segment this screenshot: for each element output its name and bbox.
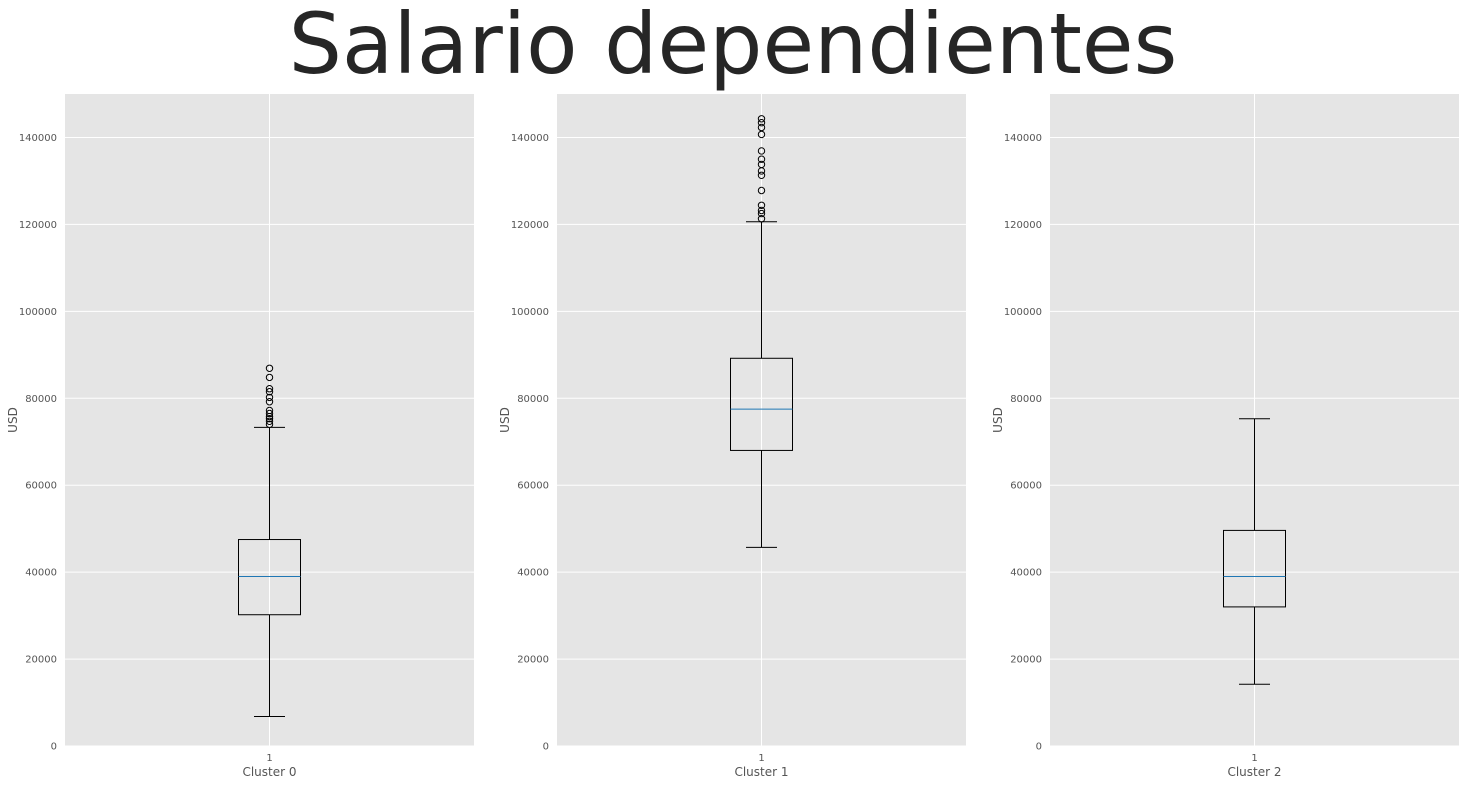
outlier-point bbox=[757, 201, 766, 209]
y-tick-label: 140000 bbox=[19, 133, 57, 144]
y-tick-label: 100000 bbox=[19, 307, 57, 318]
iqr-box bbox=[730, 357, 793, 451]
outlier-point bbox=[757, 209, 766, 218]
y-tick-label: 20000 bbox=[25, 655, 57, 666]
x-tick-label: 1 bbox=[758, 753, 764, 764]
y-tick-label: 20000 bbox=[1010, 655, 1042, 666]
y-tick-label: 120000 bbox=[511, 220, 549, 231]
outlier-point bbox=[265, 406, 274, 415]
outlier-point bbox=[757, 147, 766, 155]
outlier-point bbox=[265, 385, 274, 393]
outlier-point bbox=[757, 160, 766, 169]
outlier-point bbox=[757, 118, 766, 127]
outlier-point bbox=[757, 115, 766, 123]
y-tick-label: 20000 bbox=[517, 655, 549, 666]
x-tick-label: 1 bbox=[266, 753, 272, 764]
outlier-point bbox=[757, 130, 766, 139]
y-tick-label: 40000 bbox=[517, 568, 549, 579]
y-axis-label: USD bbox=[6, 407, 20, 433]
y-tick-label: 60000 bbox=[1010, 481, 1042, 492]
x-axis-label: Cluster 2 bbox=[1227, 765, 1281, 779]
y-tick-label: 140000 bbox=[511, 133, 549, 144]
outlier-point bbox=[757, 186, 766, 195]
y-tick-label: 60000 bbox=[517, 481, 549, 492]
x-tick-label: 1 bbox=[1251, 753, 1257, 764]
outlier-point bbox=[265, 398, 274, 406]
outlier-point bbox=[265, 420, 274, 429]
x-axis-label: Cluster 1 bbox=[734, 765, 788, 779]
y-tick-label: 80000 bbox=[1010, 394, 1042, 405]
chart-title: Salario dependientes bbox=[288, 0, 1178, 93]
iqr-box bbox=[1223, 529, 1286, 608]
outlier-point bbox=[757, 155, 766, 163]
outlier-point bbox=[265, 414, 274, 423]
iqr-box bbox=[238, 539, 301, 616]
y-tick-label: 100000 bbox=[1004, 307, 1042, 318]
outlier-point bbox=[265, 373, 274, 382]
outlier-point bbox=[265, 388, 274, 396]
outlier-point bbox=[757, 215, 766, 223]
y-tick-label: 60000 bbox=[25, 481, 57, 492]
y-tick-label: 0 bbox=[543, 742, 549, 753]
y-tick-label: 80000 bbox=[517, 394, 549, 405]
y-axis-label: USD bbox=[991, 407, 1005, 433]
outlier-point bbox=[265, 393, 274, 402]
y-axis-label: USD bbox=[498, 407, 512, 433]
y-tick-label: 100000 bbox=[511, 307, 549, 318]
outlier-point bbox=[757, 171, 766, 179]
y-tick-label: 120000 bbox=[1004, 220, 1042, 231]
x-axis-label: Cluster 0 bbox=[242, 765, 296, 779]
y-tick-label: 40000 bbox=[25, 568, 57, 579]
outlier-point bbox=[265, 417, 274, 426]
y-tick-label: 40000 bbox=[1010, 568, 1042, 579]
y-tick-label: 0 bbox=[1036, 742, 1042, 753]
outlier-point bbox=[265, 409, 274, 418]
outlier-point bbox=[265, 364, 274, 372]
outlier-point bbox=[757, 123, 766, 132]
y-tick-label: 80000 bbox=[25, 394, 57, 405]
y-tick-label: 140000 bbox=[1004, 133, 1042, 144]
outlier-point bbox=[757, 206, 766, 215]
y-tick-label: 0 bbox=[51, 742, 57, 753]
y-tick-label: 120000 bbox=[19, 220, 57, 231]
